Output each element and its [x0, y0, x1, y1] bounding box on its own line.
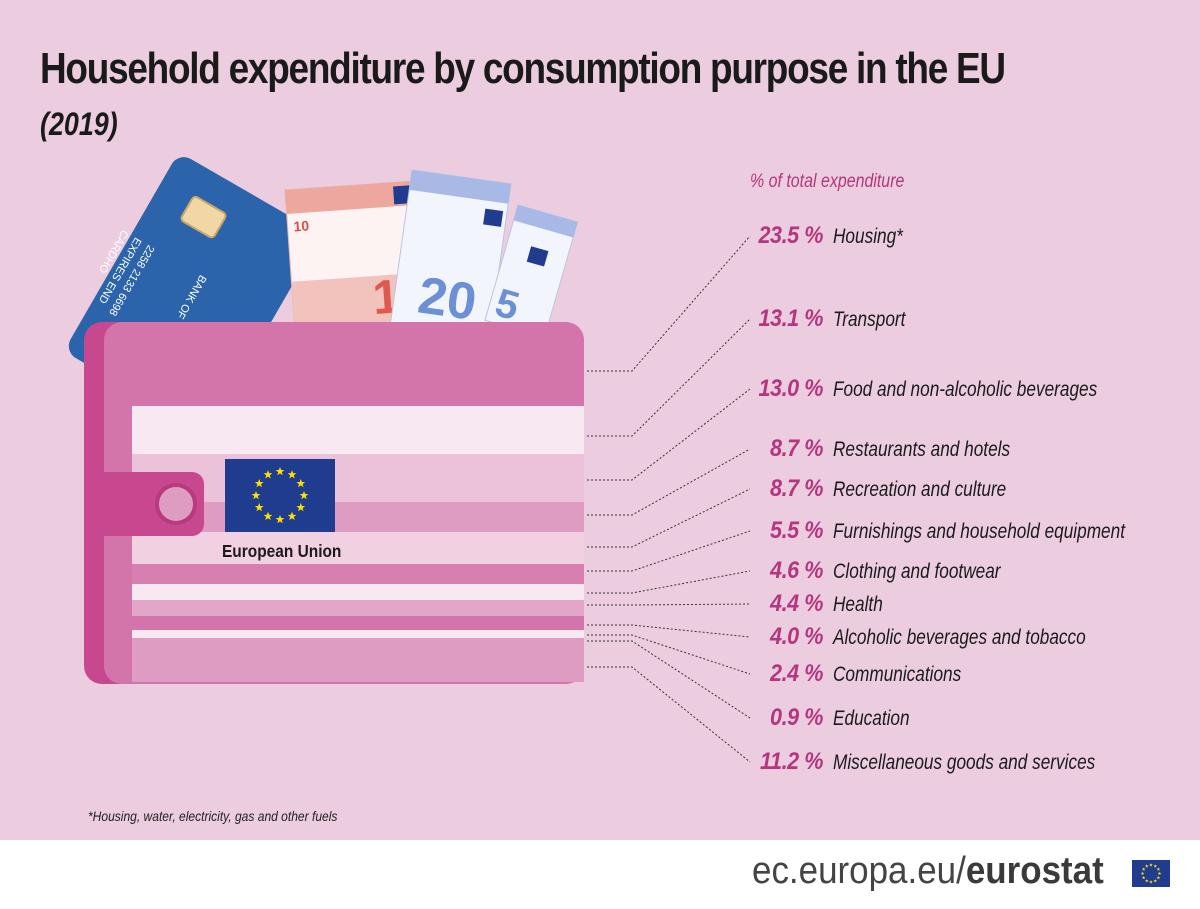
category-label: Miscellaneous goods and services [833, 751, 1096, 774]
eu-star [251, 490, 261, 500]
eu-star [1156, 875, 1161, 880]
value-label: 4.4 % [770, 590, 823, 617]
note-10-small: 10 [293, 217, 310, 234]
category-row: 4.6 % Clothing and footwear [723, 557, 1037, 585]
eu-flag-icon [225, 459, 335, 532]
eu-star [287, 511, 297, 521]
eu-star [275, 466, 285, 476]
eu-star [1149, 880, 1153, 884]
leader-line [587, 603, 751, 606]
value-label: 5.5 % [770, 517, 823, 544]
leader-line [587, 570, 751, 594]
category-row: 4.4 % Health [723, 590, 894, 618]
eu-star [254, 502, 264, 512]
eu-star [1149, 863, 1153, 867]
eu-star [296, 502, 306, 512]
leader-line [587, 488, 751, 548]
page-subtitle: (2019) [40, 106, 118, 142]
category-row: 23.5 % Housing* [723, 222, 918, 250]
unit-note: % of total expenditure [750, 171, 905, 192]
category-row: 5.5 % Furnishings and household equipment [723, 517, 1189, 545]
category-row: 8.7 % Recreation and culture [723, 475, 1044, 503]
value-label: 4.0 % [770, 623, 823, 650]
category-label: Restaurants and hotels [833, 438, 1011, 461]
site-brand: eurostat [965, 850, 1104, 892]
category-row: 13.0 % Food and non-alcoholic beverages [723, 375, 1155, 403]
value-label: 13.1 % [758, 305, 823, 332]
category-label: Recreation and culture [833, 478, 1007, 501]
eu-star [254, 478, 264, 488]
value-label: 8.7 % [770, 435, 823, 462]
eu-star [1141, 875, 1146, 880]
eu-star [1157, 871, 1162, 876]
eu-star [275, 514, 285, 524]
page-title: Household expenditure by consumption pur… [40, 44, 1006, 93]
value-label: 11.2 % [760, 748, 823, 775]
category-row: 4.0 % Alcoholic beverages and tobacco [723, 623, 1141, 651]
footer-site[interactable]: ec.europa.eu/eurostat [752, 850, 1104, 893]
eu-star [296, 478, 306, 488]
wallet-label: European Union [222, 541, 341, 561]
eu-star [1144, 864, 1149, 868]
eu-star [1153, 878, 1158, 883]
site-prefix: ec.europa.eu/ [752, 850, 966, 892]
category-row: 0.9 % Education [723, 704, 926, 732]
leader-line [587, 388, 751, 481]
leader-line [587, 318, 751, 437]
category-label: Transport [833, 308, 906, 331]
eu-star [263, 470, 273, 479]
category-label: Food and non-alcoholic beverages [833, 378, 1098, 401]
category-row: 13.1 % Transport [723, 305, 921, 333]
eu-star [287, 470, 297, 479]
leader-line [587, 624, 751, 638]
value-label: 13.0 % [758, 375, 823, 402]
category-label: Housing* [833, 225, 903, 248]
category-row: 11.2 % Miscellaneous goods and services [723, 748, 1153, 776]
value-label: 2.4 % [770, 660, 823, 687]
wallet-icon: European Union [84, 322, 584, 684]
banknote-50-icon: 5 [484, 204, 579, 339]
leader-line [587, 640, 751, 719]
wallet-illustration: 2258 2133 6698 EXPIRES END CARDHO BANK O… [68, 157, 584, 684]
eu-star [263, 511, 273, 521]
category-label: Clothing and footwear [833, 560, 1001, 583]
value-label: 0.9 % [770, 704, 823, 731]
category-label: Health [833, 593, 883, 616]
eu-star [1156, 867, 1161, 871]
category-label: Communications [833, 663, 962, 686]
chart [587, 235, 751, 763]
eu-star [1140, 871, 1145, 876]
eu-star [299, 490, 309, 500]
leader-line [587, 448, 751, 516]
category-row: 2.4 % Communications [723, 660, 989, 688]
leader-line [587, 666, 751, 763]
eu-star [1141, 867, 1146, 871]
value-label: 4.6 % [770, 557, 823, 584]
eu-star [1144, 878, 1149, 883]
footnote: *Housing, water, electricity, gas and ot… [88, 808, 338, 824]
value-label: 8.7 % [770, 475, 823, 502]
value-label: 23.5 % [758, 222, 823, 249]
eu-star [1153, 864, 1158, 868]
category-label: Alcoholic beverages and tobacco [833, 626, 1086, 649]
note-20-value: 20 [415, 266, 480, 331]
category-label: Furnishings and household equipment [833, 520, 1125, 543]
banknote-20-icon: 20 [389, 169, 512, 338]
leader-line [587, 530, 751, 572]
category-row: 8.7 % Restaurants and hotels [723, 435, 1049, 463]
eurostat-flag-icon [1132, 860, 1170, 887]
leader-line [587, 235, 751, 372]
category-label: Education [833, 707, 910, 730]
leader-line [587, 634, 751, 675]
footer-band [0, 840, 1200, 909]
